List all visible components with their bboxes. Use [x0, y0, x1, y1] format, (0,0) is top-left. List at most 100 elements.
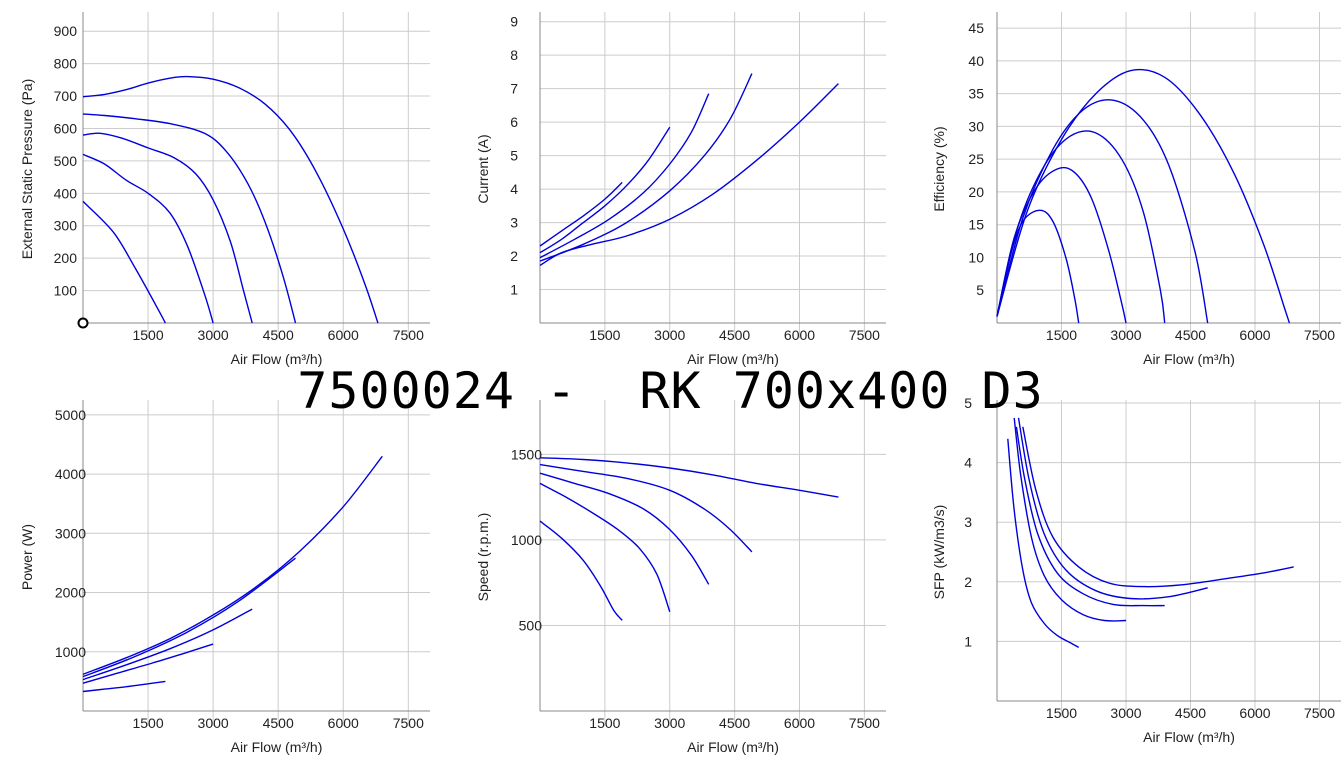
series-line-1 [82, 200, 167, 324]
x-tick-label: 3000 [1110, 705, 1141, 721]
x-axis-label: Air Flow (m³/h) [231, 739, 323, 755]
y-axis-label: Current (A) [475, 134, 491, 203]
series-line-3 [1015, 426, 1165, 607]
y-tick-label: 5 [964, 395, 972, 411]
series-line-4 [82, 557, 296, 678]
series-line-3 [539, 472, 710, 585]
chart-pressure: 1500 3000 4500 6000 7500 100 200 300 400 500 600 70… [19, 12, 430, 367]
x-axis-label: Air Flow (m³/h) [231, 351, 323, 367]
y-tick-label: 300 [54, 218, 78, 234]
y-tick-label: 1000 [511, 532, 542, 548]
x-tick-label: 4500 [719, 715, 750, 731]
series-line-4 [996, 99, 1209, 324]
y-tick-label: 200 [54, 250, 78, 266]
series-line-5 [82, 455, 383, 675]
x-tick-label: 7500 [849, 327, 880, 343]
chart-current: 1500 3000 4500 6000 7500 1 2 3 4 5 6 7 8 9 Air Flow (m… [475, 12, 886, 367]
series-line-5 [996, 68, 1291, 324]
y-tick-label: 3000 [55, 525, 86, 541]
x-tick-label: 7500 [1304, 705, 1335, 721]
y-tick-label: 2 [510, 248, 518, 264]
y-tick-label: 45 [968, 20, 984, 36]
chart-power: 1500 3000 4500 6000 7500 1000 2000 3000 4000 5000… [19, 400, 430, 755]
y-tick-label: 900 [54, 23, 78, 39]
y-tick-label: 5000 [55, 407, 86, 423]
y-tick-label: 25 [968, 151, 984, 167]
series-line-2 [82, 153, 214, 324]
y-tick-label: 35 [968, 86, 984, 102]
x-tick-label: 6000 [784, 715, 815, 731]
y-tick-label: 1500 [511, 446, 542, 462]
y-tick-label: 1000 [55, 644, 86, 660]
series-line-4 [1017, 417, 1208, 600]
x-tick-label: 1500 [132, 327, 163, 343]
chart-sfp: 1500 3000 4500 6000 7500 1 2 3 4 5 Air Flow (m³/h)… [931, 395, 1341, 745]
x-tick-label: 3000 [198, 327, 229, 343]
y-axis-label: Power (W) [19, 524, 35, 590]
y-axis-label: External Static Pressure (Pa) [19, 79, 35, 260]
x-tick-label: 4500 [1175, 705, 1206, 721]
y-tick-label: 2 [964, 574, 972, 590]
y-tick-label: 3 [510, 215, 518, 231]
y-tick-label: 40 [968, 53, 984, 69]
x-axis-label: Air Flow (m³/h) [687, 351, 779, 367]
series-line-1 [82, 680, 166, 693]
y-tick-label: 400 [54, 185, 78, 201]
x-tick-label: 1500 [589, 327, 620, 343]
series-line-5 [82, 75, 379, 324]
y-tick-label: 100 [54, 283, 78, 299]
y-tick-label: 1 [510, 282, 518, 298]
y-tick-label: 15 [968, 217, 984, 233]
series-line-2 [539, 482, 671, 613]
y-tick-label: 7 [510, 81, 518, 97]
y-tick-label: 500 [519, 617, 543, 633]
y-tick-label: 9 [510, 14, 518, 30]
series-line-3 [996, 130, 1166, 324]
x-tick-label: 3000 [654, 715, 685, 731]
series-line-2 [539, 126, 671, 254]
x-tick-label: 6000 [1239, 705, 1270, 721]
series-line-3 [82, 608, 253, 681]
x-tick-label: 3000 [198, 715, 229, 731]
y-tick-label: 600 [54, 120, 78, 136]
chart-efficiency: 1500 3000 4500 6000 7500 5 10 15 20 25 30 35 40 45 Air… [931, 12, 1341, 367]
series-line-1 [539, 520, 623, 621]
x-tick-label: 1500 [132, 715, 163, 731]
series-line-5 [539, 83, 839, 267]
y-tick-label: 8 [510, 47, 518, 63]
y-axis-label: Efficiency (%) [931, 126, 947, 211]
x-tick-label: 7500 [393, 715, 424, 731]
series-line-4 [539, 73, 753, 262]
chart-speed: 1500 3000 4500 6000 7500 500 1000 1500 Air Flow … [475, 400, 886, 755]
y-tick-label: 800 [54, 56, 78, 72]
x-tick-label: 4500 [1175, 327, 1206, 343]
y-tick-label: 30 [968, 118, 984, 134]
x-axis-label: Air Flow (m³/h) [1143, 729, 1235, 745]
y-tick-label: 4 [964, 455, 972, 471]
x-tick-label: 6000 [328, 327, 359, 343]
series-line-1 [1007, 438, 1080, 649]
series-line-5 [539, 457, 839, 498]
x-tick-label: 4500 [263, 715, 294, 731]
series-line-2 [1013, 417, 1127, 622]
y-tick-label: 2000 [55, 585, 86, 601]
x-tick-label: 3000 [654, 327, 685, 343]
x-tick-label: 7500 [393, 327, 424, 343]
series-line-2 [82, 643, 214, 684]
origin-marker[interactable] [77, 317, 89, 329]
y-tick-label: 1 [964, 633, 972, 649]
x-tick-label: 1500 [1046, 327, 1077, 343]
y-axis-label: SFP (kW/m3/s) [931, 505, 947, 600]
x-tick-label: 4500 [263, 327, 294, 343]
y-tick-label: 4 [510, 181, 518, 197]
x-tick-label: 6000 [784, 327, 815, 343]
y-tick-label: 4000 [55, 466, 86, 482]
y-tick-label: 20 [968, 184, 984, 200]
series-line-3 [82, 132, 253, 324]
x-tick-label: 1500 [589, 715, 620, 731]
y-tick-label: 10 [968, 249, 984, 265]
y-tick-label: 6 [510, 114, 518, 130]
y-axis-label: Speed (r.p.m.) [475, 513, 491, 602]
series-line-3 [539, 93, 710, 259]
